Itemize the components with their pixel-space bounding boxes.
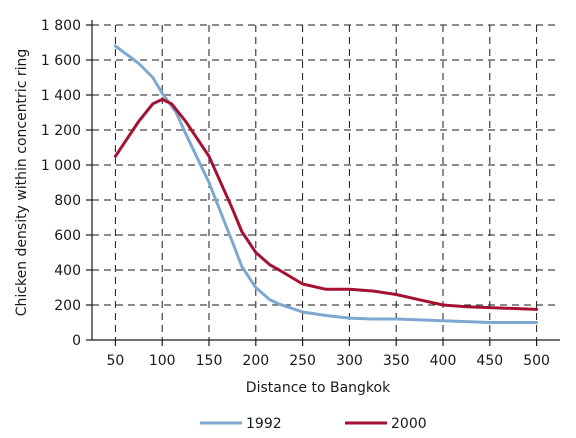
x-tick-label: 300 <box>336 353 363 369</box>
y-tick-label: 1 800 <box>41 18 81 34</box>
x-tick-label: 350 <box>383 353 410 369</box>
legend-label-2000: 2000 <box>391 416 427 432</box>
x-tick-label: 50 <box>106 353 124 369</box>
y-tick-label: 1 000 <box>41 158 81 174</box>
x-tick-label: 400 <box>430 353 457 369</box>
legend: 1992 2000 <box>200 416 427 432</box>
legend-label-1992: 1992 <box>246 416 282 432</box>
y-tick-labels: 0 200 400 600 800 1 000 1 200 1 400 1 600 1 800 <box>41 18 92 349</box>
series-line-2000 <box>113 97 539 311</box>
x-tick-label: 450 <box>476 353 503 369</box>
y-tick-label: 0 <box>72 333 81 349</box>
x-tick-label: 100 <box>149 353 176 369</box>
x-tick-label: 200 <box>242 353 269 369</box>
y-tick-label: 1 400 <box>41 88 81 104</box>
grid-lines <box>92 24 560 340</box>
x-axis-label: Distance to Bangkok <box>246 380 391 396</box>
x-tick-labels: 50 100 150 200 250 300 350 400 450 500 <box>106 340 550 369</box>
y-tick-label: 200 <box>54 298 81 314</box>
y-tick-label: 800 <box>54 193 81 209</box>
y-axis-label: Chicken density within concentric ring <box>14 49 30 316</box>
y-tick-label: 600 <box>54 228 81 244</box>
series-line-1992 <box>113 44 539 324</box>
axes <box>91 20 560 341</box>
x-tick-label: 250 <box>289 353 316 369</box>
y-tick-label: 400 <box>54 263 81 279</box>
y-tick-label: 1 600 <box>41 53 81 69</box>
series-lines <box>113 44 539 324</box>
y-tick-label: 1 200 <box>41 123 81 139</box>
x-tick-label: 500 <box>523 353 550 369</box>
x-tick-label: 150 <box>196 353 223 369</box>
